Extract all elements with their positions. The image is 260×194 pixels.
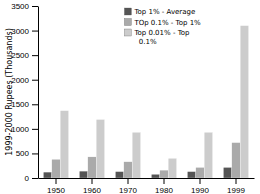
- x-tick: 1950: [47, 178, 65, 194]
- bar: [43, 172, 51, 178]
- legend-label: TOp 0.1% - Top 1%: [133, 19, 201, 27]
- y-axis-title: 1999-2000 Rupees (Thousands): [5, 28, 14, 156]
- x-tick-mark: [128, 178, 129, 184]
- y-tick: 1500: [11, 100, 38, 109]
- legend-label: Top 0.01% - Top 0.1%: [133, 29, 190, 46]
- legend-swatch: [124, 19, 131, 26]
- x-axis: 1950 1960 1970 1980 1990 1999: [39, 178, 255, 194]
- y-tick: 500: [16, 149, 38, 158]
- y-tick-mark: [32, 129, 38, 130]
- legend: Top 1% - Average TOp 0.1% - Top 1% Top 0.0…: [124, 8, 201, 46]
- y-tick-label: 3000: [11, 27, 29, 36]
- y-tick-label: 2000: [11, 76, 29, 85]
- chart: 0 500 1000 1500 2000 2500 3000 3500 1950 1960 1970…: [0, 0, 260, 194]
- bar: [151, 174, 159, 178]
- y-tick: 3000: [11, 27, 38, 36]
- legend-label: Top 1% - Average: [133, 8, 195, 16]
- x-tick-label: 1990: [191, 186, 209, 194]
- legend-label-line: TOp 0.1% - Top 1%: [133, 19, 201, 27]
- y-tick-mark: [32, 31, 38, 32]
- y-tick-mark: [32, 6, 38, 7]
- y-axis-line: [38, 7, 39, 179]
- bar: [168, 158, 176, 178]
- y-tick-label: 500: [16, 149, 30, 158]
- bar-series: [60, 26, 248, 178]
- plot: 0 500 1000 1500 2000 2500 3000 3500 1950 1960 1970…: [11, 2, 254, 194]
- legend-item: Top 1% - Average: [124, 8, 195, 16]
- x-tick-label: 1970: [119, 186, 137, 194]
- x-tick-mark: [164, 178, 165, 184]
- x-axis-line: [39, 178, 255, 179]
- x-tick-label: 1950: [47, 186, 65, 194]
- y-tick-label: 2500: [11, 51, 29, 60]
- bar: [132, 132, 140, 178]
- x-tick: 1960: [83, 178, 101, 194]
- y-tick-label: 3500: [11, 2, 29, 11]
- bar: [115, 172, 123, 178]
- x-tick-mark: [92, 178, 93, 184]
- x-tick-label: 1980: [155, 186, 173, 194]
- x-tick-mark: [200, 178, 201, 184]
- y-tick: 3500: [11, 2, 38, 11]
- bar: [240, 26, 248, 178]
- bar: [204, 132, 212, 178]
- bar: [223, 167, 231, 178]
- legend-label-line: Top 1% - Average: [133, 8, 195, 16]
- bar: [187, 172, 195, 178]
- bar: [232, 143, 240, 178]
- y-axis: 0 500 1000 1500 2000 2500 3000 3500: [11, 2, 38, 183]
- legend-item: TOp 0.1% - Top 1%: [124, 19, 201, 27]
- bar: [79, 171, 87, 178]
- y-tick-mark: [32, 80, 38, 81]
- x-tick-label: 1999: [227, 186, 245, 194]
- y-tick: 1000: [11, 125, 38, 134]
- x-tick: 1990: [191, 178, 209, 194]
- x-tick-label: 1960: [83, 186, 101, 194]
- legend-label-line: 0.1%: [134, 38, 157, 46]
- y-tick-mark: [32, 178, 38, 179]
- legend-item: Top 0.01% - Top 0.1%: [124, 29, 190, 46]
- bar: [52, 159, 60, 178]
- bar: [196, 167, 204, 178]
- x-tick: 1970: [119, 178, 137, 194]
- y-tick-mark: [32, 153, 38, 154]
- y-tick-label: 1000: [11, 125, 29, 134]
- x-tick: 1980: [155, 178, 173, 194]
- legend-swatch: [124, 8, 131, 15]
- bars: [43, 26, 248, 178]
- x-tick-mark: [236, 178, 237, 184]
- x-tick-mark: [56, 178, 57, 184]
- y-tick: 2000: [11, 76, 38, 85]
- bar: [96, 120, 104, 178]
- y-tick: 0: [25, 174, 38, 183]
- x-tick: 1999: [227, 178, 245, 194]
- bar: [124, 162, 132, 178]
- y-tick-label: 1500: [11, 100, 29, 109]
- y-tick-mark: [32, 104, 38, 105]
- y-tick: 2500: [11, 51, 38, 60]
- bar: [88, 157, 96, 178]
- y-tick-label: 0: [25, 174, 30, 183]
- bar: [160, 170, 168, 178]
- legend-swatch: [124, 29, 131, 36]
- legend-label-line: Top 0.01% - Top: [133, 29, 190, 37]
- bar: [60, 111, 68, 178]
- y-tick-mark: [32, 55, 38, 56]
